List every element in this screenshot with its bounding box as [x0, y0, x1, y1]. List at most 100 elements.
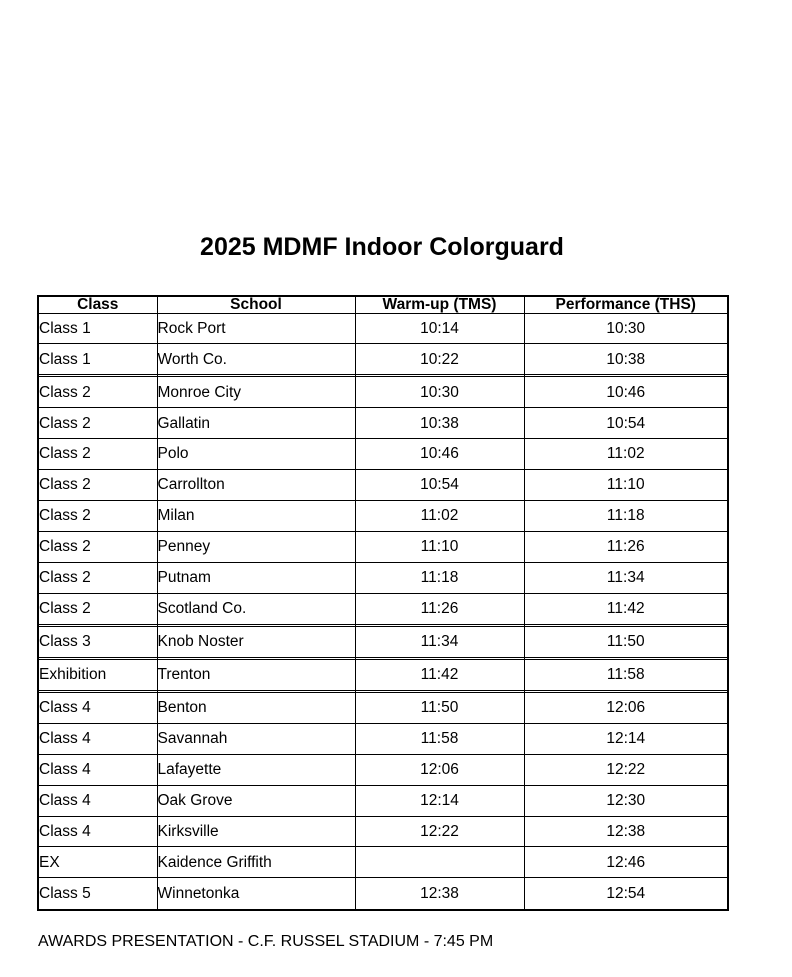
cell-performance: 11:02: [523, 438, 729, 471]
cell-warmup: 10:54: [354, 469, 525, 502]
cell-school: Carrollton: [156, 469, 356, 502]
table-row: Class 4 Benton 11:50 12:06: [37, 691, 729, 724]
cell-school: Rock Port: [156, 312, 356, 345]
cell-class: Class 4: [37, 722, 158, 755]
cell-school: Scotland Co.: [156, 593, 356, 626]
cell-class: Class 2: [37, 438, 158, 471]
table-row: Class 1 Worth Co. 10:22 10:38: [37, 343, 729, 376]
table-row: Exhibition Trenton 11:42 11:58: [37, 658, 729, 691]
cell-warmup: 10:14: [354, 312, 525, 345]
page-title: 2025 MDMF Indoor Colorguard: [200, 233, 564, 261]
table-row: Class 3 Knob Noster 11:34 11:50: [37, 625, 729, 658]
cell-class: Class 2: [37, 500, 158, 533]
cell-class: Class 5: [37, 877, 158, 911]
cell-school: Polo: [156, 438, 356, 471]
table-row: Class 4 Oak Grove 12:14 12:30: [37, 784, 729, 817]
awards-presentation-note: AWARDS PRESENTATION - C.F. RUSSEL STADIU…: [38, 933, 494, 950]
cell-performance: 10:38: [523, 343, 729, 376]
cell-warmup: 10:22: [354, 343, 525, 376]
cell-performance: 12:38: [523, 815, 729, 848]
table-row: EX Kaidence Griffith 12:46: [37, 846, 729, 879]
cell-class: Class 2: [37, 376, 158, 409]
cell-school: Milan: [156, 500, 356, 533]
cell-class: Class 2: [37, 531, 158, 564]
cell-class: Class 1: [37, 343, 158, 376]
cell-performance: 11:34: [523, 562, 729, 595]
cell-warmup: 10:46: [354, 438, 525, 471]
cell-warmup: [354, 846, 525, 879]
cell-school: Knob Noster: [156, 625, 356, 658]
cell-warmup: 10:30: [354, 376, 525, 409]
cell-warmup: 12:38: [354, 877, 525, 911]
table-row: Class 5 Winnetonka 12:38 12:54: [37, 877, 729, 911]
cell-class: Class 4: [37, 784, 158, 817]
column-header-class: Class: [37, 295, 158, 314]
table-row: Class 2 Scotland Co. 11:26 11:42: [37, 593, 729, 626]
cell-warmup: 10:38: [354, 407, 525, 440]
cell-performance: 11:58: [523, 658, 729, 691]
cell-warmup: 11:58: [354, 722, 525, 755]
cell-performance: 10:30: [523, 312, 729, 345]
cell-warmup: 11:18: [354, 562, 525, 595]
cell-school: Monroe City: [156, 376, 356, 409]
cell-performance: 11:26: [523, 531, 729, 564]
table-row: Class 4 Kirksville 12:22 12:38: [37, 815, 729, 848]
table-row: Class 1 Rock Port 10:14 10:30: [37, 312, 729, 345]
cell-warmup: 11:42: [354, 658, 525, 691]
cell-performance: 12:06: [523, 691, 729, 724]
cell-class: Class 3: [37, 625, 158, 658]
cell-class: Class 2: [37, 562, 158, 595]
cell-school: Kaidence Griffith: [156, 846, 356, 879]
table-row: Class 2 Penney 11:10 11:26: [37, 531, 729, 564]
table-row: Class 2 Polo 10:46 11:02: [37, 438, 729, 471]
cell-class: Class 4: [37, 753, 158, 786]
schedule-table: Class School Warm-up (TMS) Performance (…: [37, 295, 729, 911]
cell-school: Winnetonka: [156, 877, 356, 911]
cell-warmup: 11:50: [354, 691, 525, 724]
table-row: Class 4 Savannah 11:58 12:14: [37, 722, 729, 755]
cell-class: Class 2: [37, 593, 158, 626]
cell-performance: 12:30: [523, 784, 729, 817]
cell-school: Oak Grove: [156, 784, 356, 817]
cell-performance: 12:54: [523, 877, 729, 911]
column-header-warmup: Warm-up (TMS): [354, 295, 525, 314]
cell-performance: 10:46: [523, 376, 729, 409]
column-header-school: School: [156, 295, 356, 314]
column-header-performance: Performance (THS): [523, 295, 729, 314]
cell-school: Benton: [156, 691, 356, 724]
cell-school: Lafayette: [156, 753, 356, 786]
cell-warmup: 11:26: [354, 593, 525, 626]
cell-school: Trenton: [156, 658, 356, 691]
cell-performance: 11:42: [523, 593, 729, 626]
cell-class: Class 2: [37, 407, 158, 440]
table-row: Class 2 Carrollton 10:54 11:10: [37, 469, 729, 502]
cell-performance: 10:54: [523, 407, 729, 440]
schedule-body: Class 1 Rock Port 10:14 10:30 Class 1 Wo…: [37, 312, 729, 911]
cell-school: Putnam: [156, 562, 356, 595]
cell-performance: 12:14: [523, 722, 729, 755]
cell-class: Class 4: [37, 815, 158, 848]
cell-class: Class 4: [37, 691, 158, 724]
cell-class: Class 2: [37, 469, 158, 502]
cell-class: Class 1: [37, 312, 158, 345]
cell-performance: 12:46: [523, 846, 729, 879]
table-row: Class 2 Putnam 11:18 11:34: [37, 562, 729, 595]
cell-class: Exhibition: [37, 658, 158, 691]
cell-warmup: 11:10: [354, 531, 525, 564]
cell-warmup: 11:34: [354, 625, 525, 658]
header-row: Class School Warm-up (TMS) Performance (…: [37, 295, 729, 314]
table-row: Class 2 Monroe City 10:30 10:46: [37, 376, 729, 409]
cell-school: Penney: [156, 531, 356, 564]
cell-performance: 11:50: [523, 625, 729, 658]
cell-performance: 12:22: [523, 753, 729, 786]
table-row: Class 2 Gallatin 10:38 10:54: [37, 407, 729, 440]
cell-warmup: 12:06: [354, 753, 525, 786]
table-row: Class 2 Milan 11:02 11:18: [37, 500, 729, 533]
cell-school: Savannah: [156, 722, 356, 755]
cell-school: Kirksville: [156, 815, 356, 848]
cell-class: EX: [37, 846, 158, 879]
cell-warmup: 11:02: [354, 500, 525, 533]
cell-school: Worth Co.: [156, 343, 356, 376]
table-row: Class 4 Lafayette 12:06 12:22: [37, 753, 729, 786]
